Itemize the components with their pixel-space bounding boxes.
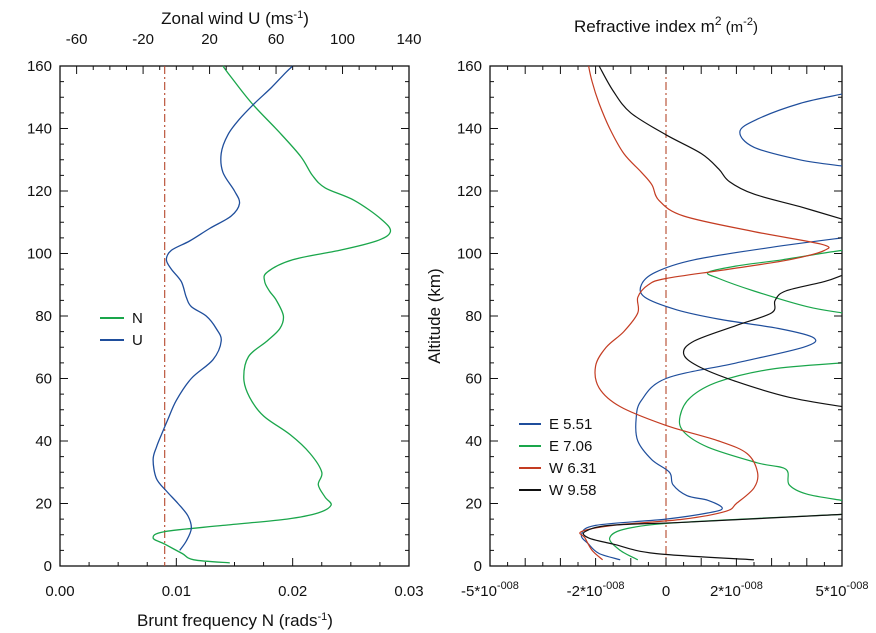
right-chart-title: Refractive index m2 (m-2) <box>574 14 758 36</box>
legend-label-w-6-31: W 6.31 <box>549 460 597 477</box>
right-x-tick-label: -5*10-008 <box>461 580 519 600</box>
left-plot-frame <box>59 65 410 567</box>
right-y-tick-label: 40 <box>465 433 482 450</box>
right-y-tick-label: 120 <box>457 183 482 200</box>
bottom-x-tick-label: 0.03 <box>394 583 423 600</box>
top-x-tick-label: 140 <box>396 31 421 48</box>
legend-label-u: U <box>132 332 143 349</box>
series-line-u <box>152 65 294 551</box>
right-y-tick-label: 160 <box>457 58 482 75</box>
bottom-x-tick-label: 0.00 <box>45 583 74 600</box>
right-legend: E 5.51 E 7.06 W 6.31 W 9.58 <box>519 416 597 499</box>
left-series-group <box>152 65 392 564</box>
left-y-tick-label: 60 <box>35 371 52 388</box>
legend-label-e-7-06: E 7.06 <box>549 438 592 455</box>
legend-label-w-9-58: W 9.58 <box>549 482 597 499</box>
left-ticks-group: 0 20 40 60 80 100 120 140 160 0.00 0.01 0.02 0.03 -60… <box>27 31 424 600</box>
top-x-tick-label: 60 <box>268 31 285 48</box>
top-x-tick-label: -20 <box>132 31 154 48</box>
left-y-tick-label: 140 <box>27 121 52 138</box>
top-x-tick-label: -60 <box>66 31 88 48</box>
bottom-x-tick-label: 0.02 <box>278 583 307 600</box>
right-y-tick-label: 140 <box>457 121 482 138</box>
y-axis-title: Altitude (km) <box>425 268 444 363</box>
top-x-tick-label: 20 <box>201 31 218 48</box>
right-y-tick-label: 60 <box>465 371 482 388</box>
left-legend: NU <box>100 310 143 349</box>
left-y-tick-label: 0 <box>44 558 52 575</box>
left-y-tick-label: 100 <box>27 246 52 263</box>
series-line-w-9-58-segment <box>598 65 843 220</box>
left-y-tick-label: 40 <box>35 433 52 450</box>
right-x-tick-label: 5*10-008 <box>816 580 869 600</box>
series-line-e-7-06-segment <box>678 362 843 501</box>
right-y-tick-label: 100 <box>457 246 482 263</box>
left-panel: 0 20 40 60 80 100 120 140 160 0.00 0.01 0.02 0.03 -60… <box>27 9 424 630</box>
series-line-w-9-58-segment <box>582 513 843 561</box>
right-y-tick-label: 80 <box>465 308 482 325</box>
top-x-axis-title: Zonal wind U (ms-1) <box>161 9 309 28</box>
left-y-tick-label: 80 <box>35 308 52 325</box>
series-line-n <box>152 65 392 564</box>
right-series-group <box>579 65 843 561</box>
bottom-x-tick-label: 0.01 <box>162 583 191 600</box>
bottom-x-axis-title: Brunt frequency N (rads-1) <box>137 611 333 630</box>
left-y-tick-label: 20 <box>35 496 52 513</box>
top-x-tick-label: 100 <box>330 31 355 48</box>
series-line-e-5-51-segment <box>739 93 843 167</box>
left-y-tick-label: 120 <box>27 183 52 200</box>
right-y-tick-label: 20 <box>465 496 482 513</box>
right-x-tick-label: -2*10-008 <box>567 580 625 600</box>
legend-label-e-5-51: E 5.51 <box>549 416 592 433</box>
right-ticks-group: 0 20 40 60 80 100 120 140 160 -5*10-008 -2*10-008 0… <box>457 58 868 600</box>
right-y-tick-label: 0 <box>474 558 482 575</box>
legend-label-n: N <box>132 310 143 327</box>
right-x-tick-label: 0 <box>662 583 670 600</box>
series-line-w-9-58-segment <box>682 274 843 408</box>
right-panel: 0 20 40 60 80 100 120 140 160 -5*10-008 -2*10-008 0… <box>425 14 868 600</box>
left-y-tick-label: 160 <box>27 58 52 75</box>
series-line-w-6-31-segment <box>579 65 830 561</box>
right-x-tick-label: 2*10-008 <box>710 580 763 600</box>
